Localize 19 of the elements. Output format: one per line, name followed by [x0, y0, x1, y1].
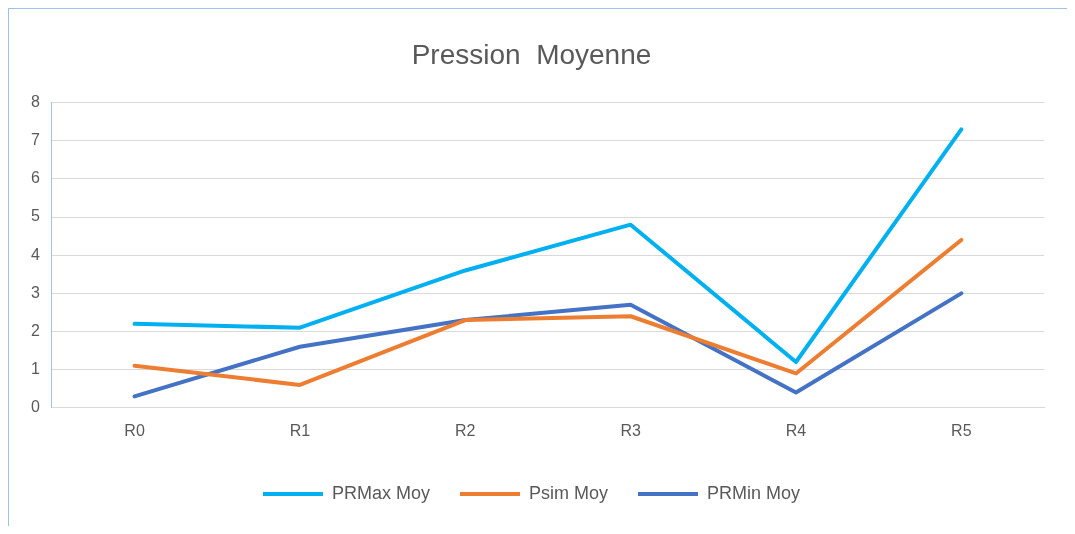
chart-title: Pression Moyenne: [411, 38, 652, 70]
y-tick-label: 3: [30, 283, 40, 301]
y-tick-label: 6: [30, 169, 40, 187]
legend-label: PRMin Moy: [707, 482, 801, 503]
x-tick-label: R2: [455, 421, 476, 439]
y-tick-label: 8: [30, 93, 40, 111]
y-tick-label: 7: [30, 131, 40, 149]
y-tick-label: 1: [30, 360, 40, 378]
y-tick-label: 2: [30, 321, 40, 339]
x-tick-label: R3: [620, 421, 641, 439]
x-tick-label: R4: [785, 421, 807, 439]
x-tick-label: R5: [951, 421, 972, 439]
x-tick-label: R0: [124, 421, 145, 439]
y-tick-label: 4: [30, 245, 40, 263]
legend-label: PRMax Moy: [331, 482, 430, 503]
y-tick-label: 0: [30, 398, 40, 416]
y-tick-label: 5: [30, 207, 40, 225]
x-tick-label: R1: [289, 421, 311, 439]
legend-label: Psim Moy: [529, 482, 609, 503]
